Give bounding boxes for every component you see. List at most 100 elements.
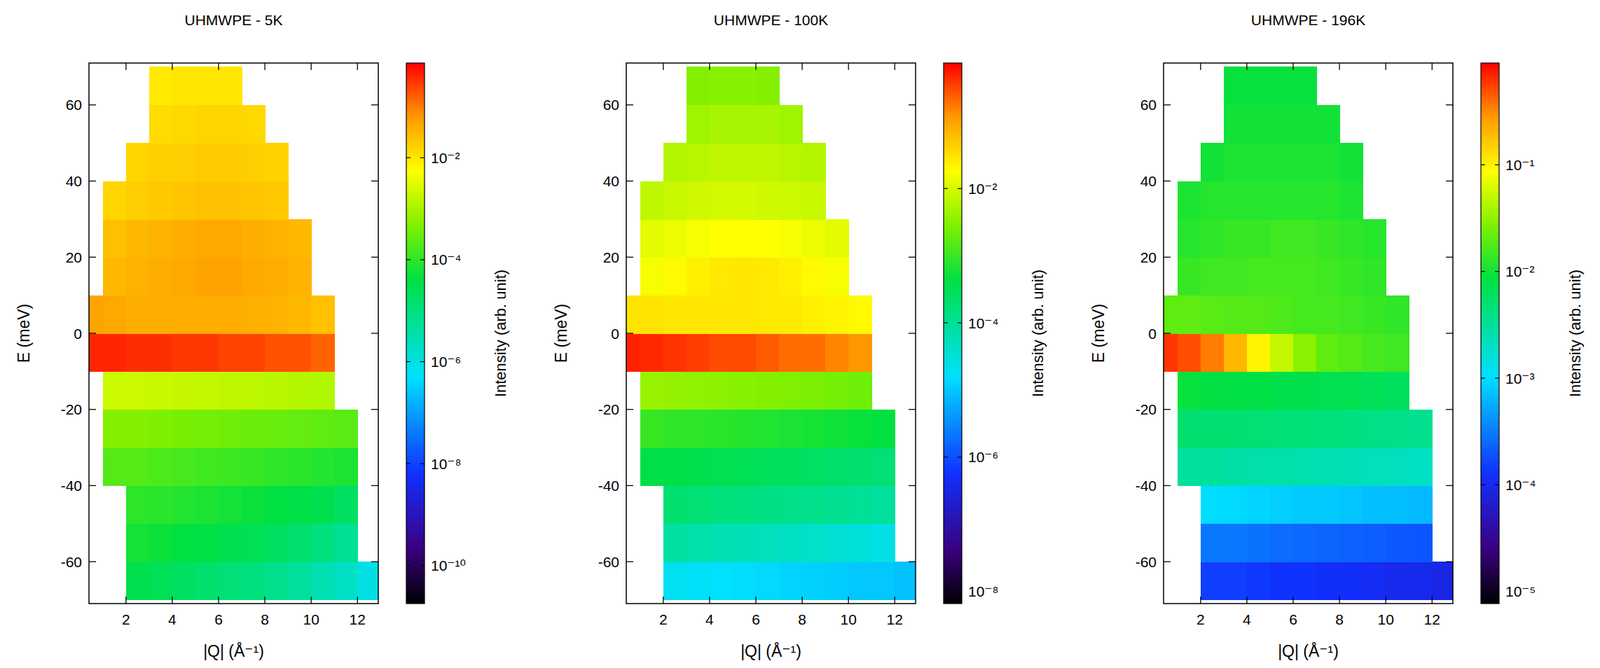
heatmap-cell — [334, 485, 358, 524]
x-tick — [662, 63, 664, 71]
x-tick — [357, 596, 358, 604]
heatmap-cell — [1339, 295, 1364, 335]
x-tick — [1431, 63, 1433, 71]
heatmap-cell — [709, 66, 734, 106]
heatmap-cell — [755, 105, 780, 144]
heatmap-cell — [1246, 105, 1271, 144]
heatmap-cell — [1270, 485, 1294, 524]
heatmap-cell — [755, 447, 780, 487]
heatmap-cell — [1223, 485, 1248, 524]
heatmap-cell — [732, 181, 757, 220]
x-tick — [171, 63, 173, 71]
heatmap-cell — [732, 257, 757, 296]
heatmap-cell — [102, 257, 127, 296]
heatmap-cell — [802, 142, 826, 182]
heatmap-cell — [1223, 105, 1248, 144]
heatmap-cell — [311, 409, 335, 449]
heatmap-cell — [88, 295, 103, 335]
heatmap-cell — [218, 333, 243, 372]
y-tick-label: -40 — [1135, 477, 1157, 494]
heatmap-cell — [287, 333, 312, 372]
heatmap-cell — [195, 142, 220, 182]
heatmap-cell — [686, 257, 711, 296]
heatmap-cell — [1200, 485, 1225, 524]
y-tick — [88, 409, 96, 410]
heatmap-cell — [755, 485, 780, 524]
heatmap-cell — [1362, 333, 1387, 372]
heatmap-cell — [334, 523, 358, 563]
x-tick — [801, 63, 803, 71]
heatmap-cell — [149, 371, 174, 410]
y-tick — [88, 104, 96, 106]
panel: 24681012-60-40-200204060UHMWPE - 196K|Q|… — [1089, 11, 1584, 661]
y-tick-label: 40 — [603, 173, 620, 190]
colorbar-tick — [957, 456, 962, 458]
heatmap-cell — [1362, 409, 1387, 449]
heatmap-cell — [1316, 447, 1341, 487]
x-tick — [848, 596, 850, 604]
x-tick-label: 4 — [168, 611, 177, 628]
heatmap-cell — [1270, 257, 1294, 296]
heatmap-cell — [1200, 333, 1225, 372]
x-tick — [708, 63, 710, 71]
plot-frame — [626, 63, 916, 604]
heatmap-cell — [640, 409, 665, 449]
heatmap-cell — [241, 561, 266, 601]
y-axis-title: E (meV) — [1089, 304, 1108, 363]
x-tick-label: 10 — [840, 611, 857, 628]
heatmap-cell — [149, 409, 174, 449]
x-tick — [1246, 596, 1247, 604]
heatmap-cell — [778, 333, 803, 372]
x-tick — [125, 63, 127, 71]
heatmap-cell — [1270, 105, 1294, 144]
heatmap-cell — [848, 447, 873, 487]
x-tick-label: 8 — [797, 611, 807, 628]
heatmap-cell — [778, 295, 803, 335]
heatmap-cell — [825, 409, 850, 449]
colorbar-tick-label: 10⁻⁸ — [430, 456, 461, 473]
heatmap-cell — [1246, 409, 1271, 449]
colorbar-tick — [943, 591, 948, 592]
heatmap-cell — [871, 409, 896, 449]
heatmap-cell — [1177, 447, 1202, 487]
colorbar-tick-label: 10⁻⁴ — [430, 251, 461, 268]
heatmap-cell — [802, 409, 826, 449]
heatmap-cell — [802, 485, 826, 524]
heatmap-cell — [1200, 371, 1225, 410]
heatmap-cell — [1339, 181, 1364, 220]
colorbar — [943, 63, 962, 604]
heatmap-cell — [686, 181, 711, 220]
heatmap-cell — [1246, 561, 1271, 601]
x-tick — [171, 596, 173, 604]
heatmap-cell — [1177, 371, 1202, 410]
heatmap-cell — [172, 561, 197, 601]
heatmap-cell — [709, 142, 734, 182]
plot-background — [1163, 63, 1453, 604]
heatmap-cell — [1270, 371, 1294, 410]
heatmap-cell — [264, 257, 289, 296]
heatmap-cell — [1385, 333, 1410, 372]
y-tick — [1163, 485, 1171, 487]
heatmap-cell — [1177, 295, 1202, 335]
heatmap-cell — [195, 66, 220, 106]
heatmap-cell — [1316, 142, 1341, 182]
y-tick — [626, 561, 634, 563]
y-tick — [1445, 180, 1453, 182]
heatmap-cell — [195, 523, 220, 563]
heatmap-cell — [1177, 333, 1202, 372]
x-tick — [1431, 596, 1433, 604]
heatmap-cell — [195, 409, 220, 449]
heatmap-cell — [1246, 219, 1271, 258]
heatmap-cell — [626, 333, 641, 372]
colorbar-tick — [1494, 377, 1500, 379]
heatmap-cell — [732, 485, 757, 524]
x-tick — [264, 596, 265, 604]
heatmap-cell — [663, 295, 688, 335]
heatmap-cell — [172, 371, 197, 410]
heatmap-cell — [825, 523, 850, 563]
heatmap-cell — [732, 371, 757, 410]
heatmap-cell — [709, 371, 734, 410]
heatmap-cell — [663, 181, 688, 220]
heatmap-cell — [663, 409, 688, 449]
heatmap-cell — [1223, 523, 1248, 563]
